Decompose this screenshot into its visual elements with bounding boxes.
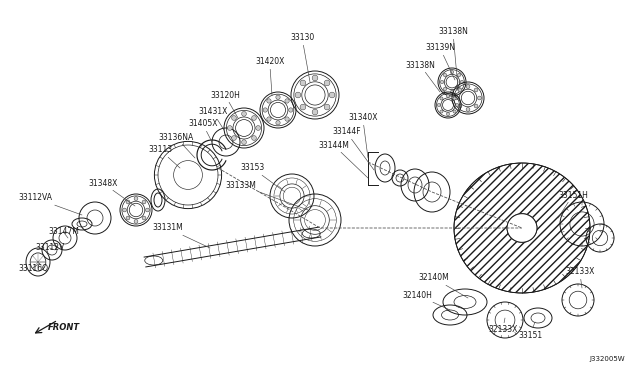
Text: 33116Q: 33116Q (18, 263, 48, 273)
Text: 33151H: 33151H (558, 190, 588, 218)
Ellipse shape (458, 73, 461, 77)
Text: 33147M: 33147M (48, 228, 79, 238)
Ellipse shape (285, 99, 289, 103)
Ellipse shape (276, 95, 280, 99)
Text: 31340X: 31340X (348, 113, 378, 158)
Ellipse shape (232, 116, 236, 121)
Text: 33131M: 33131M (152, 224, 210, 248)
Text: 31405X: 31405X (188, 119, 218, 142)
Ellipse shape (312, 75, 318, 81)
Ellipse shape (329, 92, 335, 98)
Ellipse shape (437, 103, 440, 106)
Ellipse shape (252, 136, 257, 141)
Text: 33139N: 33139N (425, 44, 455, 80)
Ellipse shape (300, 80, 306, 86)
Ellipse shape (477, 96, 481, 100)
Ellipse shape (458, 87, 461, 91)
Text: 32140M: 32140M (418, 273, 468, 298)
Ellipse shape (285, 117, 289, 121)
Ellipse shape (312, 109, 318, 115)
Text: 33151: 33151 (518, 322, 542, 340)
Ellipse shape (444, 87, 447, 91)
Ellipse shape (242, 111, 246, 116)
Ellipse shape (440, 97, 443, 100)
Text: 33130: 33130 (290, 33, 314, 82)
Text: 33133M: 33133M (225, 180, 308, 210)
Ellipse shape (444, 73, 447, 77)
Ellipse shape (267, 99, 271, 103)
Text: 32140H: 32140H (402, 291, 450, 310)
Text: 33112V: 33112V (35, 244, 64, 253)
Ellipse shape (447, 94, 449, 97)
Text: FRONT: FRONT (48, 324, 80, 333)
Text: 33144F: 33144F (332, 128, 374, 170)
Ellipse shape (440, 110, 443, 113)
Ellipse shape (295, 92, 301, 98)
Text: 33153: 33153 (240, 164, 285, 192)
Text: 33144M: 33144M (318, 141, 368, 178)
Ellipse shape (276, 121, 280, 125)
Ellipse shape (142, 200, 146, 204)
Ellipse shape (451, 70, 454, 74)
Ellipse shape (474, 104, 478, 108)
Ellipse shape (134, 219, 138, 223)
Text: 31431X: 31431X (198, 108, 227, 130)
Text: 32133X: 32133X (488, 318, 517, 334)
Ellipse shape (458, 88, 462, 92)
Text: 33136NA: 33136NA (158, 132, 195, 158)
Ellipse shape (460, 80, 463, 84)
Ellipse shape (232, 136, 236, 141)
Ellipse shape (263, 108, 268, 112)
Ellipse shape (466, 108, 470, 111)
Ellipse shape (453, 110, 456, 113)
Text: 33138N: 33138N (438, 28, 468, 88)
Ellipse shape (289, 108, 293, 112)
Ellipse shape (123, 208, 127, 212)
Text: 32133X: 32133X (565, 267, 595, 288)
Ellipse shape (447, 113, 449, 116)
Ellipse shape (451, 90, 454, 94)
Ellipse shape (145, 208, 149, 212)
Ellipse shape (456, 103, 459, 106)
Text: J332005W: J332005W (589, 356, 625, 362)
Ellipse shape (454, 96, 458, 100)
Ellipse shape (267, 117, 271, 121)
Text: 33120H: 33120H (210, 90, 240, 118)
Ellipse shape (453, 97, 456, 100)
Ellipse shape (324, 104, 330, 110)
Ellipse shape (474, 88, 478, 92)
Ellipse shape (440, 80, 444, 84)
Ellipse shape (507, 214, 537, 242)
Ellipse shape (252, 116, 257, 121)
Ellipse shape (466, 85, 470, 89)
Ellipse shape (458, 104, 462, 108)
Ellipse shape (126, 200, 130, 204)
Ellipse shape (126, 216, 130, 220)
Ellipse shape (300, 104, 306, 110)
Text: 33112VA: 33112VA (18, 193, 82, 215)
Ellipse shape (134, 197, 138, 201)
Text: 31420X: 31420X (255, 58, 284, 95)
Ellipse shape (256, 126, 260, 131)
Ellipse shape (324, 80, 330, 86)
Ellipse shape (142, 216, 146, 220)
Text: 31348X: 31348X (88, 179, 135, 206)
Ellipse shape (242, 140, 246, 145)
Ellipse shape (227, 126, 232, 131)
Text: 33113: 33113 (148, 145, 180, 168)
Text: 33138N: 33138N (405, 61, 440, 92)
